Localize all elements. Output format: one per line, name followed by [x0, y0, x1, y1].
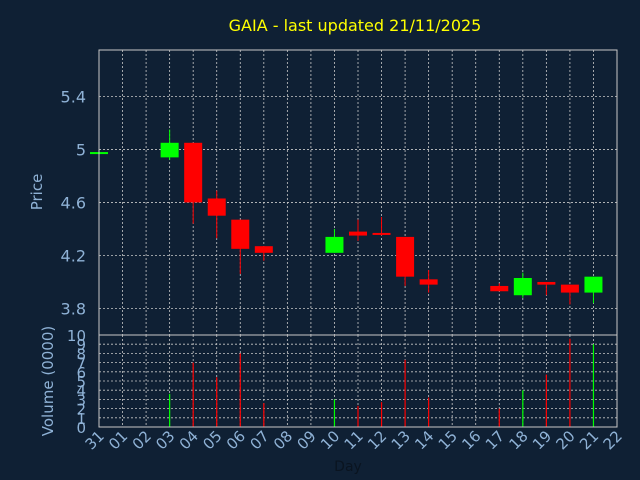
price-panel: 5.4 5 4.6 4.2 3.8 Price [28, 49, 618, 336]
price-tick-label: 3.8 [61, 299, 86, 318]
volume-series [169, 338, 595, 427]
price-tick-label: 4.6 [61, 193, 86, 212]
candle-body [584, 276, 603, 293]
candle-body [372, 232, 391, 235]
volume-tick-label: 7 [76, 355, 86, 373]
candle-body [207, 198, 226, 216]
candle-body [560, 284, 579, 293]
volume-tick-label: 6 [76, 364, 86, 382]
price-tick-label: 5.4 [61, 87, 86, 106]
volume-tick-label: 5 [76, 373, 86, 391]
chart-title: GAIA - last updated 21/11/2025 [229, 16, 482, 35]
volume-tick-label: 0 [76, 419, 86, 437]
volume-tick-label: 1 [76, 410, 86, 428]
day-x-ticks: 3101020304050607080910111213141516171819… [82, 427, 626, 453]
volume-axis-label: Volume (0000) [39, 326, 57, 436]
price-axis-label: Price [28, 174, 46, 211]
candle-body [490, 285, 509, 292]
candlestick-series [90, 129, 603, 305]
candle-body [184, 142, 203, 203]
volume-tick-label: 10 [67, 327, 86, 345]
x-axis-label: Day [334, 459, 362, 475]
candle-body [419, 279, 438, 285]
candle-body [254, 246, 273, 253]
volume-tick-label: 8 [76, 345, 86, 363]
candle-body [325, 236, 344, 253]
volume-tick-label: 2 [76, 401, 86, 419]
candle-body [396, 236, 415, 277]
candle-body [513, 278, 532, 296]
volume-tick-label: 3 [76, 391, 86, 409]
candle-body [231, 219, 250, 249]
candle-body [537, 281, 556, 285]
candle-body [160, 142, 179, 158]
price-tick-label: 5 [76, 140, 86, 159]
volume-tick-label: 4 [76, 382, 86, 400]
candle-body [349, 231, 367, 236]
volume-tick-label: 9 [76, 336, 86, 354]
price-tick-label: 4.2 [61, 246, 86, 265]
volume-frame [98, 334, 618, 428]
price-y-ticks: 5.4 5 4.6 4.2 3.8 [61, 87, 86, 318]
